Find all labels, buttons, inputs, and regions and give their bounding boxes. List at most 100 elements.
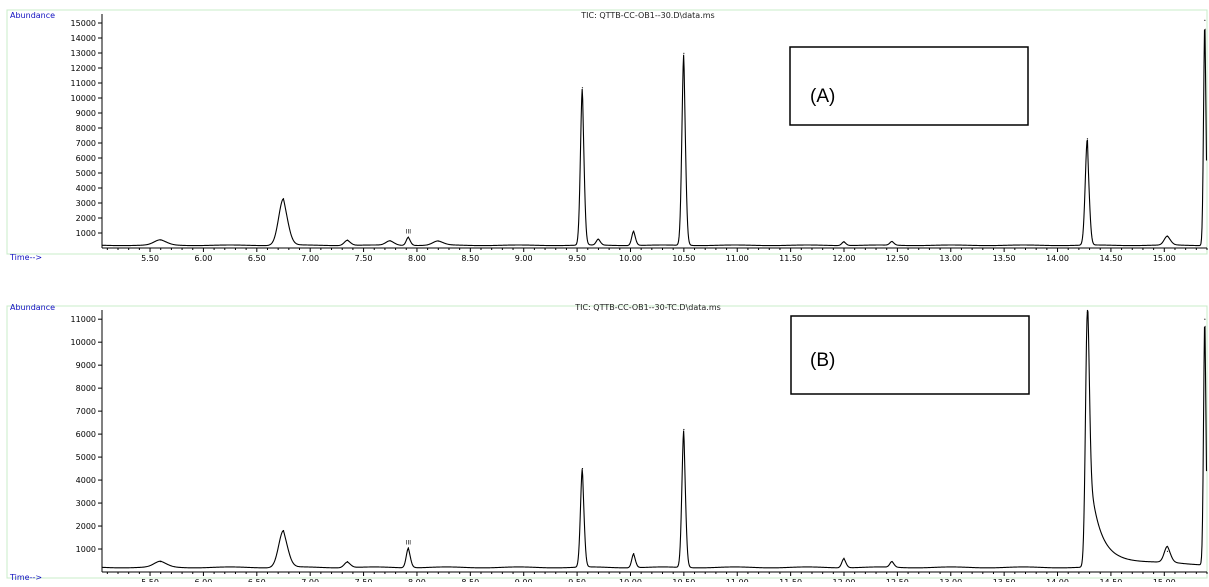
y-tick-label: 5000: [76, 169, 96, 178]
peak-point: [407, 547, 410, 549]
x-tick-label: 11.50: [779, 578, 802, 582]
y-tick-label: 4000: [76, 184, 96, 193]
peak-point: [282, 530, 285, 532]
x-tick-label: 14.50: [1099, 578, 1122, 582]
x-tick-label: 14.00: [1046, 254, 1069, 263]
plot-frame: [6, 305, 1208, 579]
x-tick-label: 11.50: [779, 254, 802, 263]
x-tick-label: 7.00: [301, 254, 319, 263]
x-tick-label: 7.00: [301, 578, 319, 582]
y-axis-label: Abundance: [10, 303, 55, 312]
y-tick-label: 5000: [76, 453, 96, 462]
y-tick-label: 9000: [76, 361, 96, 370]
chart-title: TIC: QTTB-CC-OB1--30.D\data.ms: [580, 11, 714, 20]
x-tick-label: 6.50: [248, 254, 266, 263]
peak-point: [389, 240, 391, 242]
peak-point: [843, 240, 845, 243]
x-tick-label: 13.00: [939, 578, 962, 582]
x-tick-label: 8.50: [461, 578, 479, 582]
peak-point: [407, 236, 410, 238]
x-axis-label: Time-->: [9, 253, 42, 262]
x-tick-label: 10.00: [619, 578, 642, 582]
y-tick-label: 15000: [71, 19, 96, 28]
chart-panel-2: TIC: QTTB-CC-OB1--30-TC.D\data.ms Abundan…: [6, 303, 1208, 587]
y-tick-label: 11000: [71, 315, 96, 324]
chart-title: TIC: QTTB-CC-OB1--30-TC.D\data.ms: [574, 303, 721, 312]
x-tick-label: 12.00: [833, 578, 856, 582]
y-tick-label: 1000: [76, 229, 96, 238]
x-tick-label: 11.00: [726, 578, 749, 582]
x-tick-label: 8.00: [408, 254, 426, 263]
x-axis-label: Time-->: [9, 573, 42, 582]
x-tick-label: 8.00: [408, 578, 426, 582]
x-tick-label: 12.00: [833, 254, 856, 263]
peak-point: [1086, 311, 1089, 313]
peak-point: [891, 561, 893, 563]
panel-label-box: [790, 315, 1030, 395]
x-tick-label: 8.50: [461, 254, 479, 263]
panel-label: (A): [810, 86, 835, 107]
x-tick-label: 14.00: [1046, 578, 1069, 582]
x-tick-label: 6.50: [248, 578, 266, 582]
y-tick-label: 1000: [76, 545, 96, 554]
peak-point: [1204, 318, 1206, 320]
x-tick-label: 9.50: [568, 578, 586, 582]
x-tick-label: 13.50: [993, 254, 1016, 263]
y-tick-label: 11000: [71, 79, 96, 88]
y-tick-label: 12000: [71, 64, 96, 73]
peak-point: [581, 87, 584, 89]
chromatogram-trace: [101, 28, 1208, 247]
peak-point: [683, 428, 685, 431]
y-tick-label: 6000: [76, 154, 96, 163]
peak-point: [1086, 138, 1089, 140]
y-tick-label: 8000: [76, 384, 96, 393]
peak-point: [581, 467, 584, 470]
y-tick-label: 13000: [71, 49, 96, 58]
peak-point: [891, 240, 893, 243]
y-tick-label: 3000: [76, 499, 96, 508]
peak-point: [843, 557, 845, 559]
x-tick-label: 5.50: [141, 254, 159, 263]
plot-frame: [6, 9, 1208, 255]
x-tick-label: 15.00: [1153, 578, 1176, 582]
y-tick-label: 6000: [76, 430, 96, 439]
x-tick-label: 14.50: [1099, 254, 1122, 263]
panel-label-box: [789, 46, 1029, 126]
peak-point: [683, 52, 685, 54]
peak-marker: III: [406, 539, 412, 546]
x-tick-label: 11.00: [726, 254, 749, 263]
peak-point: [160, 239, 162, 241]
peak-point: [346, 239, 349, 241]
x-tick-label: 10.50: [672, 254, 695, 263]
peak-point: [597, 238, 600, 240]
x-tick-label: 15.00: [1153, 254, 1176, 263]
x-tick-label: 6.00: [195, 254, 213, 263]
peak-point: [633, 230, 635, 232]
peak-point: [1204, 19, 1206, 21]
y-tick-label: 10000: [71, 94, 96, 103]
peak-point: [1166, 235, 1169, 237]
x-tick-label: 12.50: [886, 254, 909, 263]
y-tick-label: 10000: [71, 338, 96, 347]
peak-marker: III: [406, 228, 412, 235]
chart-panel-1: TIC: QTTB-CC-OB1--30.D\data.ms Abundance T…: [6, 9, 1208, 263]
y-tick-label: 7000: [76, 407, 96, 416]
x-tick-label: 10.00: [619, 254, 642, 263]
y-tick-label: 2000: [76, 522, 96, 531]
peak-point: [1166, 550, 1169, 552]
x-tick-label: 10.50: [672, 578, 695, 582]
y-tick-label: 2000: [76, 214, 96, 223]
x-tick-label: 6.00: [195, 578, 213, 582]
peak-point: [160, 561, 162, 563]
peak-point: [346, 561, 349, 563]
y-tick-label: 7000: [76, 139, 96, 148]
x-tick-label: 7.50: [355, 578, 373, 582]
x-tick-label: 5.50: [141, 578, 159, 582]
x-tick-label: 13.50: [993, 578, 1016, 582]
y-tick-label: 9000: [76, 109, 96, 118]
chromatogram-trace: [101, 309, 1208, 569]
x-tick-label: 9.50: [568, 254, 586, 263]
y-tick-label: 8000: [76, 124, 96, 133]
